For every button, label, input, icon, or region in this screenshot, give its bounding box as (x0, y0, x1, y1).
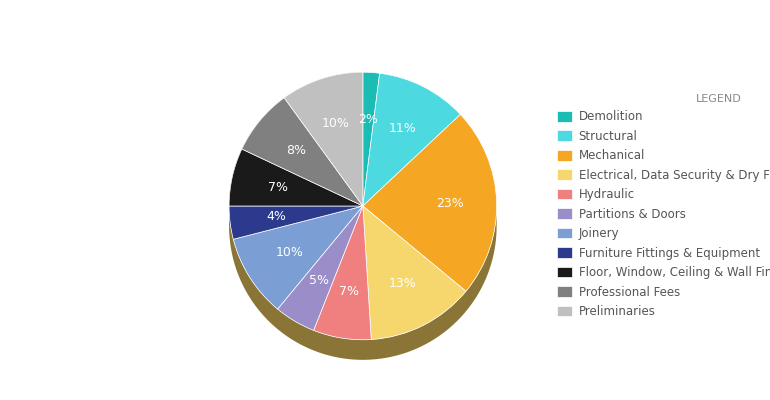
Text: 2%: 2% (358, 113, 378, 126)
Wedge shape (278, 206, 363, 330)
Wedge shape (229, 206, 363, 239)
Wedge shape (363, 72, 380, 206)
Wedge shape (229, 149, 363, 206)
Text: 7%: 7% (340, 285, 360, 298)
Text: 13%: 13% (389, 277, 417, 290)
Polygon shape (229, 206, 497, 360)
Text: 23%: 23% (436, 197, 464, 210)
Wedge shape (242, 98, 363, 206)
Wedge shape (313, 206, 371, 340)
Wedge shape (363, 114, 497, 291)
Text: 7%: 7% (268, 180, 288, 194)
Wedge shape (363, 73, 460, 206)
Polygon shape (229, 72, 363, 226)
Text: 5%: 5% (309, 274, 329, 287)
Text: 10%: 10% (276, 246, 303, 259)
Text: 8%: 8% (286, 144, 306, 157)
Text: 11%: 11% (389, 122, 417, 135)
Wedge shape (284, 72, 363, 206)
Text: 4%: 4% (266, 210, 286, 223)
Wedge shape (233, 206, 363, 309)
Legend: Demolition, Structural, Mechanical, Electrical, Data Security & Dry Fire, Hydrau: Demolition, Structural, Mechanical, Elec… (553, 89, 770, 323)
Wedge shape (363, 206, 466, 340)
Text: 10%: 10% (322, 117, 350, 130)
